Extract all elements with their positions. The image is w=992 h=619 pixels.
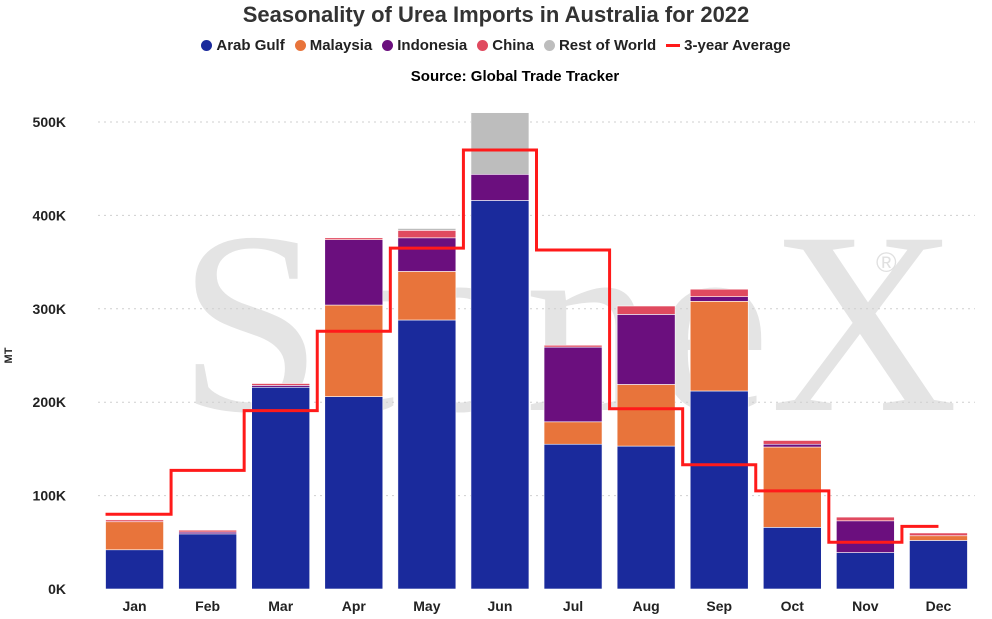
- legend-label: China: [492, 37, 534, 54]
- x-tick-label: Apr: [342, 598, 367, 614]
- x-tick-label: Mar: [268, 598, 293, 614]
- legend-item-indonesia[interactable]: Indonesia: [382, 37, 467, 54]
- bar-segment-arab-gulf-oct[interactable]: [762, 527, 822, 590]
- chart-title: Seasonality of Urea Imports in Australia…: [242, 2, 750, 27]
- bar-segment-arab-gulf-jan[interactable]: [105, 549, 164, 590]
- x-tick-label: Aug: [633, 598, 660, 614]
- bar-segment-indonesia-sep[interactable]: [689, 296, 749, 302]
- x-tick-label: Oct: [781, 598, 805, 614]
- x-tick-label: Nov: [852, 598, 879, 614]
- bar-segment-china-may[interactable]: [397, 230, 457, 239]
- bar-segment-arab-gulf-aug[interactable]: [616, 445, 676, 590]
- x-tick-label: Jul: [563, 598, 583, 614]
- chart-source: Source: Global Trade Tracker: [410, 68, 620, 85]
- legend-swatch: [477, 40, 489, 51]
- legend-label: Arab Gulf: [216, 37, 285, 54]
- bar-segment-china-dec[interactable]: [909, 532, 968, 537]
- legend-swatch: [382, 40, 394, 51]
- legend-item-3-year-average[interactable]: 3-year Average: [666, 37, 791, 54]
- y-tick-label: 0K: [48, 581, 66, 597]
- bar-segment-malaysia-dec[interactable]: [909, 535, 968, 541]
- x-tick-label: Jun: [488, 598, 513, 614]
- watermark-registered-mark: ®: [876, 247, 897, 278]
- x-tick-label: Feb: [195, 598, 220, 614]
- bar-segment-malaysia-jan[interactable]: [105, 521, 164, 551]
- legend-item-rest-of-world[interactable]: Rest of World: [543, 37, 657, 54]
- bar-segment-china-apr[interactable]: [324, 237, 384, 240]
- bar-segment-arab-gulf-jul[interactable]: [543, 443, 603, 590]
- bar-segment-rest-of-world-jun[interactable]: [470, 112, 530, 175]
- bar-segment-arab-gulf-apr[interactable]: [324, 396, 384, 590]
- bar-segment-china-feb[interactable]: [178, 529, 237, 533]
- bar-segment-china-aug[interactable]: [616, 305, 676, 315]
- bar-segment-indonesia-aug[interactable]: [616, 314, 676, 385]
- x-tick-label: May: [413, 598, 440, 614]
- bar-segment-rest-of-world-may[interactable]: [397, 228, 457, 231]
- legend-item-china[interactable]: China: [477, 37, 534, 54]
- bars: [105, 112, 968, 590]
- bar-segment-arab-gulf-sep[interactable]: [689, 390, 749, 590]
- y-tick-label: 400K: [33, 207, 66, 223]
- bar-segment-arab-gulf-may[interactable]: [397, 319, 457, 590]
- bar-segment-malaysia-aug[interactable]: [616, 384, 676, 447]
- average-line[interactable]: [105, 148, 939, 544]
- legend-label: Rest of World: [558, 37, 657, 54]
- bar-segment-arab-gulf-nov[interactable]: [836, 552, 895, 590]
- bar-segment-china-oct[interactable]: [762, 440, 822, 445]
- y-tick-label: 500K: [33, 114, 66, 130]
- y-tick-label: 300K: [33, 301, 66, 317]
- bar-segment-arab-gulf-mar[interactable]: [251, 386, 311, 590]
- bar-segment-indonesia-jul[interactable]: [543, 346, 603, 423]
- legend-swatch: [543, 40, 555, 51]
- legend-label: Indonesia: [397, 37, 468, 54]
- bar-segment-malaysia-may[interactable]: [397, 271, 457, 321]
- bar-segment-indonesia-nov[interactable]: [836, 520, 895, 553]
- y-axis-title: MT: [3, 347, 15, 363]
- legend-item-malaysia[interactable]: Malaysia: [294, 37, 373, 54]
- bar-segment-china-nov[interactable]: [836, 516, 895, 522]
- bar-segment-malaysia-sep[interactable]: [689, 301, 749, 392]
- legend-swatch: [201, 40, 213, 51]
- bar-segment-indonesia-may[interactable]: [397, 237, 457, 272]
- chart-legend: Arab Gulf Malaysia Indonesia China Rest …: [0, 37, 992, 54]
- x-tick-label: Sep: [706, 598, 732, 614]
- bar-segment-indonesia-oct[interactable]: [762, 443, 822, 448]
- x-axis-ticks: Jan Feb Mar Apr May Jun Jul Aug Sep Oct Nov Dec: [122, 598, 951, 614]
- bar-segment-arab-gulf-feb[interactable]: [178, 533, 237, 590]
- legend-line-swatch: [666, 44, 681, 47]
- bar-segment-indonesia-jun[interactable]: [470, 174, 530, 201]
- bar-segment-china-jan[interactable]: [105, 519, 164, 523]
- x-tick-label: Dec: [926, 598, 952, 614]
- bar-segment-arab-gulf-dec[interactable]: [909, 540, 968, 590]
- bar-segment-china-jul[interactable]: [543, 344, 603, 348]
- bar-segment-indonesia-apr[interactable]: [324, 239, 384, 306]
- y-tick-label: 200K: [33, 394, 66, 410]
- bar-segment-malaysia-jul[interactable]: [543, 421, 603, 445]
- bar-segment-arab-gulf-jun[interactable]: [470, 200, 530, 590]
- legend-label: 3-year Average: [684, 37, 791, 54]
- y-tick-label: 100K: [33, 488, 66, 504]
- y-axis-ticks: 0K 100K 200K 300K 400K 500K: [33, 114, 66, 597]
- legend-swatch: [294, 40, 306, 51]
- bar-segment-china-mar[interactable]: [251, 383, 311, 386]
- bar-segment-malaysia-apr[interactable]: [324, 304, 384, 397]
- bar-segment-china-sep[interactable]: [689, 288, 749, 297]
- average-line-layer: [105, 148, 939, 544]
- x-tick-label: Jan: [122, 598, 146, 614]
- bar-segment-malaysia-oct[interactable]: [762, 446, 822, 528]
- legend-item-arab-gulf[interactable]: Arab Gulf: [201, 37, 285, 54]
- legend-label: Malaysia: [309, 37, 373, 54]
